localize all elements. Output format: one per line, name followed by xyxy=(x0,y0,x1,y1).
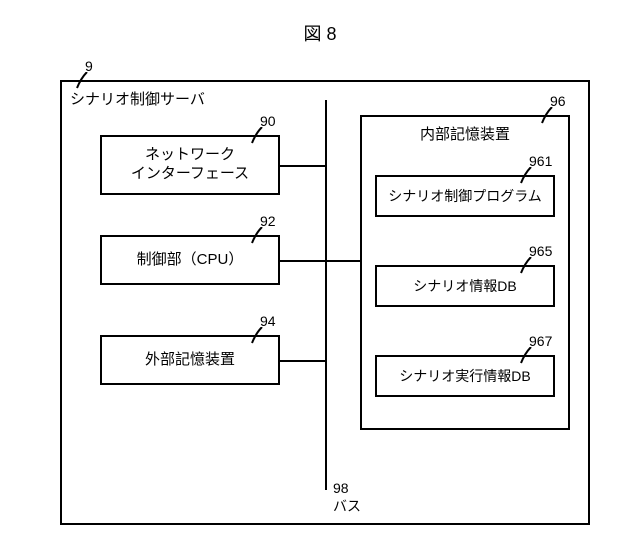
bus-label: バス xyxy=(333,496,361,516)
bus-ref: 98 xyxy=(333,480,349,496)
bus-line xyxy=(325,100,327,490)
block-cpu-ref-tick xyxy=(250,227,264,247)
memory-connector xyxy=(325,260,360,262)
server-ref-tick xyxy=(75,72,89,92)
block-cpu-connector xyxy=(280,260,325,262)
memory-label: 内部記憶装置 xyxy=(360,123,570,144)
figure-title: 図 8 xyxy=(0,20,640,46)
mem-item-db2-ref-tick xyxy=(519,347,533,367)
diagram-canvas: 図 8シナリオ制御サーバ998バスネットワーク インターフェース90制御部（CP… xyxy=(0,0,640,551)
block-nif-ref-tick xyxy=(250,127,264,147)
mem-item-prog-ref-tick xyxy=(519,167,533,187)
block-nif-connector xyxy=(280,165,325,167)
mem-item-db1-ref-tick xyxy=(519,257,533,277)
block-ext-connector xyxy=(280,360,325,362)
block-ext-ref-tick xyxy=(250,327,264,347)
memory-ref-tick xyxy=(540,107,554,127)
server-label: シナリオ制御サーバ xyxy=(70,88,205,109)
